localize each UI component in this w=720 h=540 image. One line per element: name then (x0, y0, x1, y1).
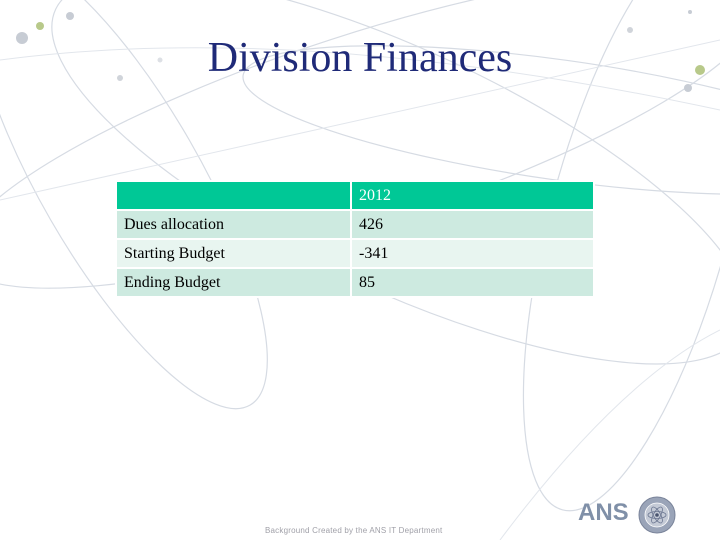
row-label: Ending Budget (115, 267, 352, 298)
footer-credit: Background Created by the ANS IT Departm… (265, 526, 443, 535)
row-label: Starting Budget (115, 238, 352, 269)
header-cell-year: 2012 (350, 180, 595, 211)
finance-table: 2012 Dues allocation 426 Starting Budget… (115, 180, 595, 298)
row-value: 85 (350, 267, 595, 298)
ans-logo: ANS (578, 496, 688, 536)
table-header-row: 2012 (115, 180, 595, 211)
table-row: Dues allocation 426 (115, 209, 595, 240)
table-row: Starting Budget -341 (115, 238, 595, 269)
row-value: 426 (350, 209, 595, 240)
header-cell-label (115, 180, 352, 211)
table-row: Ending Budget 85 (115, 267, 595, 298)
row-value: -341 (350, 238, 595, 269)
logo-text: ANS (578, 499, 629, 526)
slide-title: Division Finances (207, 35, 513, 81)
ans-seal-icon (638, 496, 676, 534)
row-label: Dues allocation (115, 209, 352, 240)
